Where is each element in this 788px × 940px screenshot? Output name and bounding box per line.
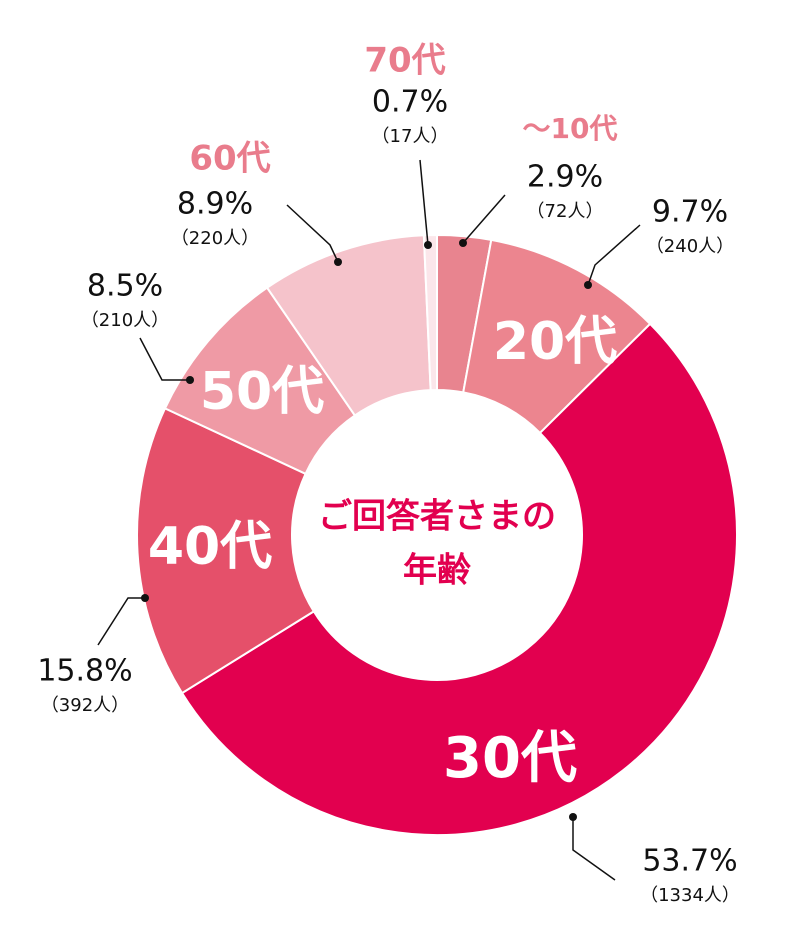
center-label: 年齢 [403,551,471,591]
leader-line [587,224,641,286]
slice [136,407,316,695]
value-label: 8.9% [177,187,253,222]
value-label: 2.9% [527,160,603,195]
leader-line [462,194,506,244]
count-label: （17人） [372,126,449,147]
category-label: 30代 [443,726,577,791]
slice [180,322,738,836]
value-label: 9.7% [652,195,728,230]
center-label: ご回答者さまの [318,497,556,537]
leader-line [97,597,145,646]
leader-line [286,204,339,263]
leader-dot [334,258,342,266]
value-label: 53.7% [642,844,737,879]
leader-line [419,159,429,246]
category-label: 40代 [148,517,272,577]
count-label: （72人） [527,201,604,222]
count-label: （210人） [81,310,169,331]
leader-line [572,817,616,881]
leader-dot [186,376,194,384]
count-label: （220人） [171,228,259,249]
value-label: 8.5% [87,269,163,304]
count-label: （1334人） [640,885,740,906]
slice [422,233,438,392]
category-label: ～10代 [523,112,618,145]
category-label: 70代 [364,41,445,81]
category-label: 60代 [189,139,270,179]
count-label: （392人） [41,695,129,716]
leader-dot [141,594,149,602]
leader-dot [569,813,577,821]
leader-dot [584,281,592,289]
category-label: 50代 [200,362,324,422]
category-label: 20代 [493,312,617,372]
count-label: （240人） [646,236,734,257]
leader-line [139,337,190,381]
value-label: 0.7% [372,85,448,120]
leader-dot [459,239,467,247]
value-label: 15.8% [37,654,132,689]
leader-dot [424,241,432,249]
